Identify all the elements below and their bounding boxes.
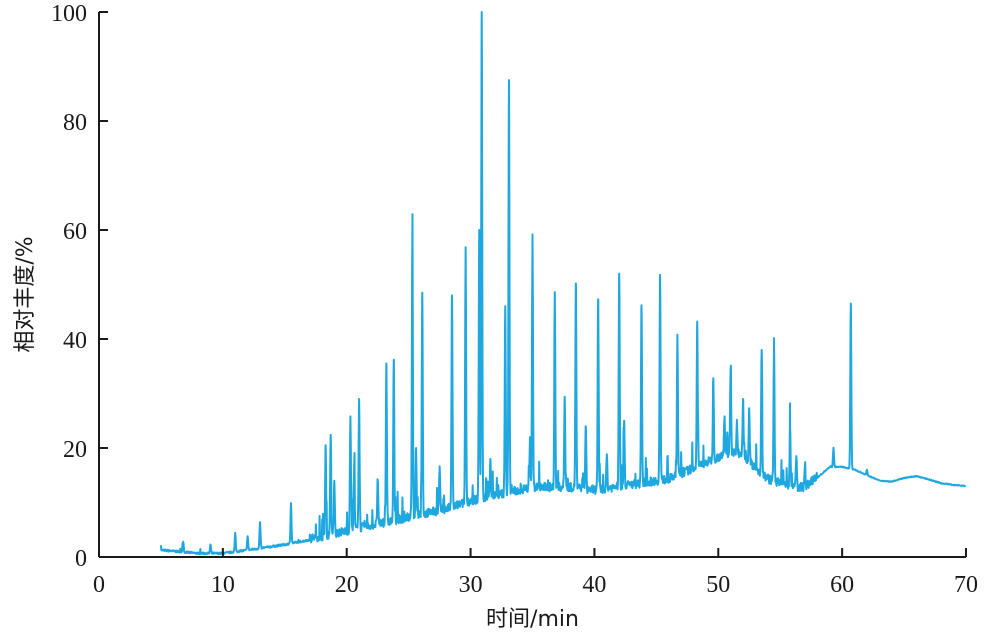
peak-point [481, 11, 483, 13]
peak-point [730, 368, 732, 370]
peak-point [478, 229, 480, 231]
peak-point [353, 466, 355, 468]
peak-point [597, 298, 599, 300]
x-tick-label: 70 [954, 572, 978, 598]
peak-point [748, 409, 750, 411]
peak-point [554, 291, 556, 293]
x-axis-title: 时间/min [486, 607, 579, 632]
signal-line [159, 11, 967, 556]
x-tick-label: 10 [211, 572, 235, 598]
peak-point [773, 342, 775, 344]
peak-point [489, 458, 491, 460]
peak-point [508, 79, 510, 81]
peak-point [451, 294, 453, 296]
peak-point [385, 362, 387, 365]
peak-point [504, 305, 506, 307]
x-tick-label: 60 [830, 572, 854, 598]
peak-point [377, 480, 379, 482]
peak-point [789, 428, 791, 430]
peak-point [349, 415, 352, 417]
x-tick-label: 40 [582, 572, 606, 598]
peak-point [234, 532, 236, 535]
peak-point [182, 541, 184, 543]
tick-labels: 0 10 20 30 40 50 60 70 0 20 40 60 80 100 [51, 1, 978, 598]
peak-point [209, 544, 212, 546]
peak-point [330, 436, 332, 438]
peak-point [804, 463, 806, 465]
plot-area [159, 11, 967, 556]
y-tick-label: 0 [75, 546, 87, 572]
peak-point [415, 447, 417, 449]
peak-point [325, 444, 327, 446]
peak-point [247, 535, 249, 537]
peak-point [465, 248, 467, 250]
peak-point [564, 396, 566, 398]
peak-point [850, 302, 852, 305]
peak-point [866, 469, 868, 471]
peak-point [736, 420, 738, 422]
peak-point [421, 292, 423, 294]
peak-point [623, 420, 625, 422]
x-tick-label: 0 [93, 572, 105, 598]
y-tick-label: 40 [63, 328, 87, 354]
x-tick-label: 50 [706, 572, 730, 598]
peak-point [585, 425, 587, 427]
peak-point [411, 234, 413, 237]
x-tick-label: 30 [459, 572, 483, 598]
peak-point [259, 521, 261, 523]
y-axis-title: 相对丰度/% [13, 236, 38, 352]
peak-point [529, 436, 531, 438]
peak-point [575, 282, 577, 285]
peak-point [742, 398, 744, 400]
peak-point [659, 274, 661, 276]
peak-point [290, 502, 292, 505]
peak-point [696, 320, 698, 323]
peak-point [795, 455, 797, 457]
y-tick-label: 100 [51, 1, 87, 27]
peak-point [723, 420, 726, 422]
peak-point [761, 349, 763, 351]
peak-point [393, 359, 395, 361]
x-tick-label: 20 [335, 572, 359, 598]
peak-point [832, 447, 835, 449]
peak-point [531, 238, 534, 240]
y-tick-label: 20 [63, 437, 87, 463]
peak-point [676, 334, 679, 336]
peak-point [640, 304, 643, 306]
peak-point [439, 469, 441, 471]
tick-marks [98, 11, 967, 558]
peak-point [712, 377, 714, 379]
y-tick-label: 80 [63, 110, 87, 136]
y-tick-label: 60 [63, 219, 87, 245]
peak-point [358, 398, 360, 400]
peak-point [333, 480, 335, 482]
axes [98, 12, 966, 558]
peak-point [606, 455, 608, 457]
peak-point [618, 273, 620, 275]
